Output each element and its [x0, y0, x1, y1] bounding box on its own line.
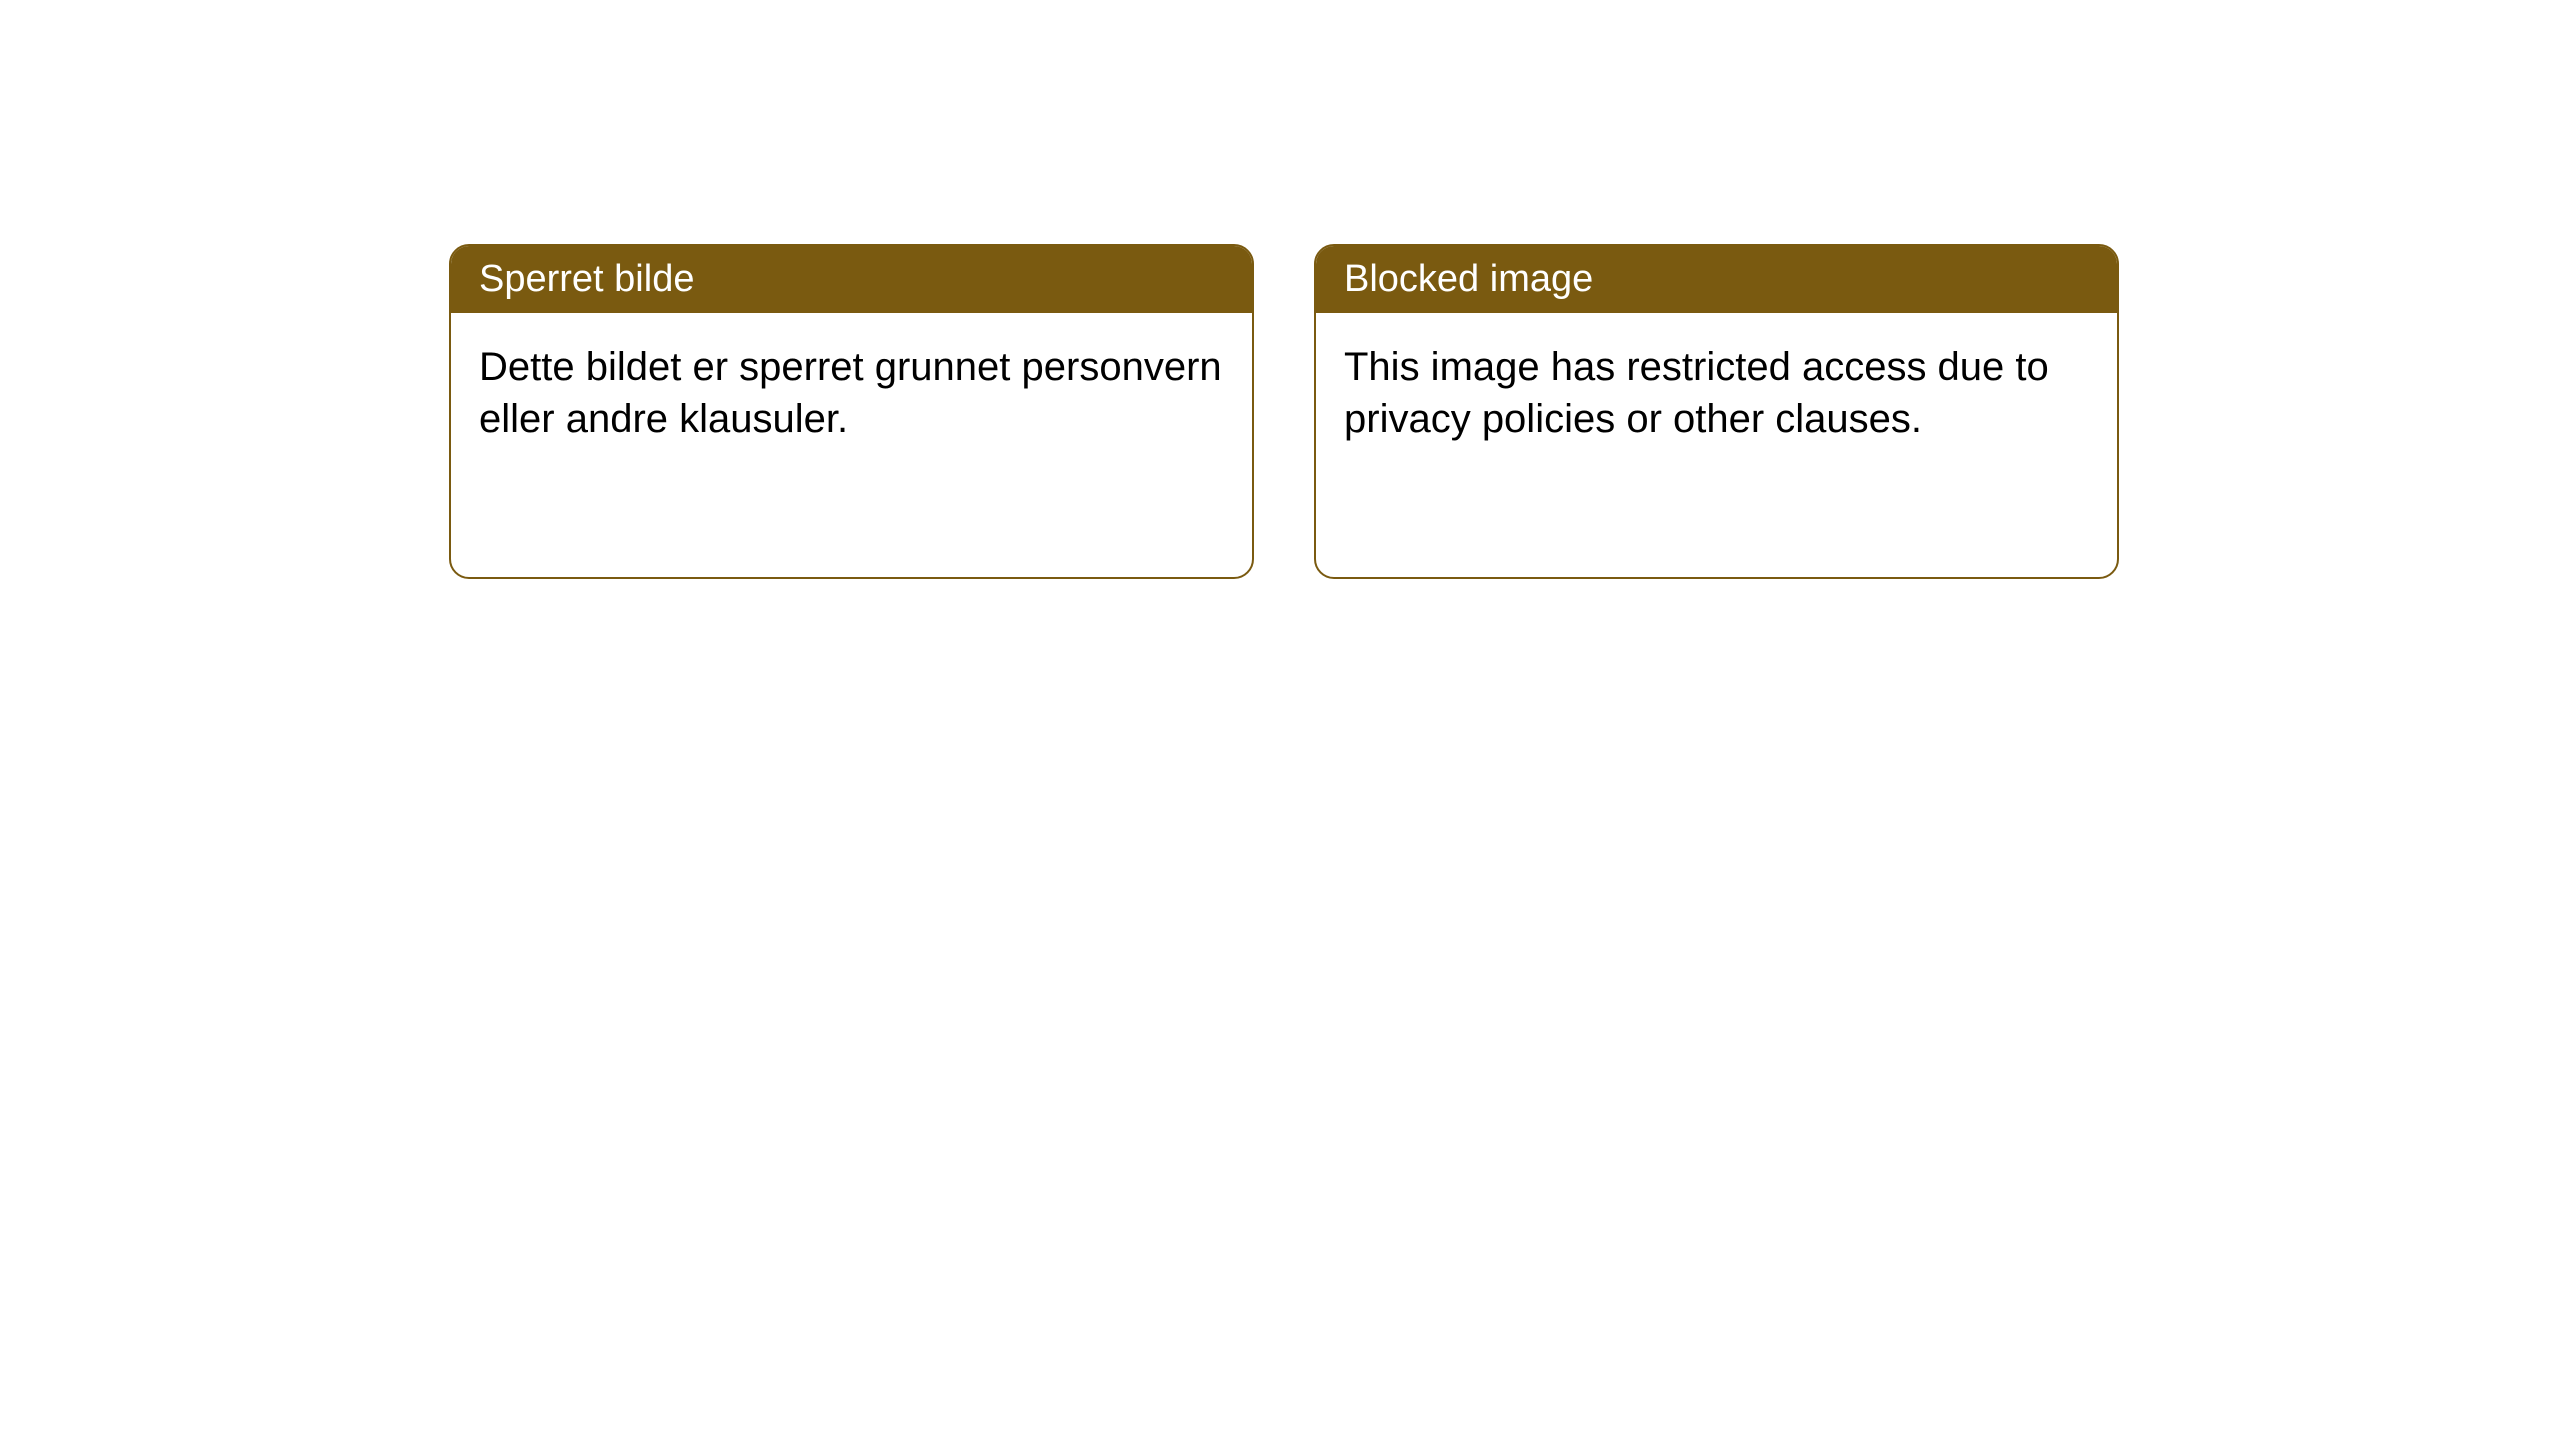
- card-title: Sperret bilde: [479, 258, 694, 300]
- card-title: Blocked image: [1344, 258, 1593, 300]
- card-body: This image has restricted access due to …: [1316, 313, 2117, 473]
- notice-cards-container: Sperret bilde Dette bildet er sperret gr…: [449, 244, 2119, 579]
- card-header: Blocked image: [1316, 246, 2117, 313]
- notice-card-norwegian: Sperret bilde Dette bildet er sperret gr…: [449, 244, 1254, 579]
- card-body: Dette bildet er sperret grunnet personve…: [451, 313, 1252, 473]
- card-header: Sperret bilde: [451, 246, 1252, 313]
- notice-card-english: Blocked image This image has restricted …: [1314, 244, 2119, 579]
- card-message: Dette bildet er sperret grunnet personve…: [479, 345, 1222, 441]
- card-message: This image has restricted access due to …: [1344, 345, 2049, 441]
